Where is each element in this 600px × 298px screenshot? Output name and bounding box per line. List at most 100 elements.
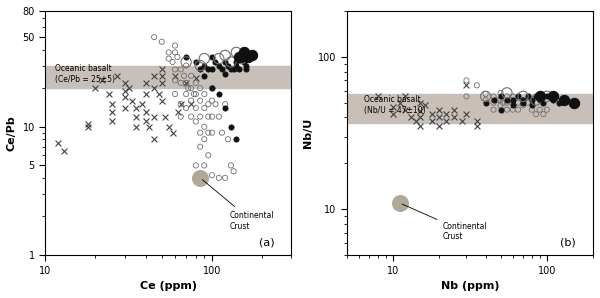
- Point: [196, 144, 205, 149]
- Point: [98, 78, 107, 83]
- Point: [141, 119, 151, 124]
- Point: [149, 73, 159, 78]
- Point: [120, 80, 130, 85]
- Point: [535, 107, 545, 112]
- Point: [481, 92, 490, 97]
- Point: [203, 130, 213, 135]
- Point: [200, 56, 209, 61]
- Point: [203, 67, 213, 72]
- Point: [196, 114, 205, 119]
- Point: [83, 124, 92, 129]
- Point: [160, 114, 169, 119]
- Point: [229, 67, 238, 72]
- Point: [196, 86, 205, 91]
- Point: [548, 94, 558, 99]
- Point: [191, 80, 200, 85]
- Point: [196, 98, 205, 103]
- Point: [223, 63, 233, 68]
- Point: [187, 102, 196, 107]
- Point: [176, 67, 185, 72]
- Text: Continental
Crust: Continental Crust: [402, 204, 487, 241]
- Point: [179, 73, 189, 78]
- Point: [472, 124, 482, 129]
- Point: [236, 56, 246, 61]
- Point: [168, 60, 178, 64]
- Point: [220, 176, 230, 180]
- Point: [137, 102, 147, 107]
- Point: [234, 55, 244, 59]
- Point: [125, 86, 134, 91]
- Point: [461, 94, 471, 99]
- Point: [508, 100, 518, 105]
- Point: [196, 176, 205, 180]
- Point: [214, 176, 224, 180]
- Point: [523, 100, 532, 105]
- Point: [207, 55, 217, 59]
- Point: [112, 73, 122, 78]
- Point: [170, 73, 180, 78]
- Point: [539, 112, 548, 117]
- Y-axis label: Nb/U: Nb/U: [302, 118, 313, 148]
- Point: [214, 63, 224, 68]
- Point: [241, 63, 251, 68]
- Point: [203, 114, 213, 119]
- Point: [181, 55, 191, 59]
- Point: [508, 103, 518, 108]
- Point: [164, 56, 173, 61]
- Point: [207, 86, 217, 91]
- Point: [395, 100, 404, 105]
- Point: [542, 94, 551, 99]
- Point: [513, 100, 523, 105]
- Point: [141, 80, 151, 85]
- Point: [527, 103, 537, 108]
- Point: [415, 100, 425, 105]
- Point: [176, 102, 185, 107]
- Point: [203, 153, 213, 158]
- Point: [170, 92, 180, 97]
- Point: [502, 107, 512, 112]
- Point: [217, 67, 227, 72]
- Point: [200, 163, 209, 168]
- Point: [461, 112, 471, 117]
- Point: [120, 106, 130, 111]
- Point: [232, 63, 241, 68]
- Point: [506, 98, 515, 103]
- Point: [434, 107, 444, 112]
- Point: [200, 73, 209, 78]
- Point: [104, 92, 113, 97]
- Point: [207, 173, 217, 178]
- Point: [244, 55, 253, 59]
- Point: [401, 107, 410, 112]
- Point: [157, 73, 167, 78]
- Point: [200, 176, 209, 180]
- Point: [232, 50, 241, 55]
- Point: [184, 86, 193, 91]
- Point: [223, 137, 233, 142]
- Point: [415, 124, 425, 129]
- Point: [173, 55, 182, 59]
- Point: [187, 114, 196, 119]
- Point: [461, 78, 471, 83]
- Point: [539, 100, 548, 105]
- X-axis label: Nb (ppm): Nb (ppm): [441, 281, 499, 291]
- Point: [181, 63, 191, 68]
- Point: [120, 89, 130, 93]
- Point: [59, 148, 69, 153]
- Point: [232, 137, 241, 142]
- Point: [191, 76, 200, 80]
- Point: [141, 110, 151, 114]
- Point: [170, 78, 180, 83]
- Point: [406, 115, 415, 120]
- Point: [548, 98, 558, 103]
- Point: [434, 115, 444, 120]
- Point: [518, 100, 528, 105]
- Point: [493, 98, 503, 103]
- Point: [220, 71, 230, 76]
- Point: [248, 53, 257, 58]
- Point: [226, 60, 236, 64]
- Point: [191, 119, 200, 124]
- Point: [83, 122, 92, 126]
- Point: [441, 119, 451, 123]
- Point: [196, 63, 205, 68]
- Point: [428, 112, 437, 117]
